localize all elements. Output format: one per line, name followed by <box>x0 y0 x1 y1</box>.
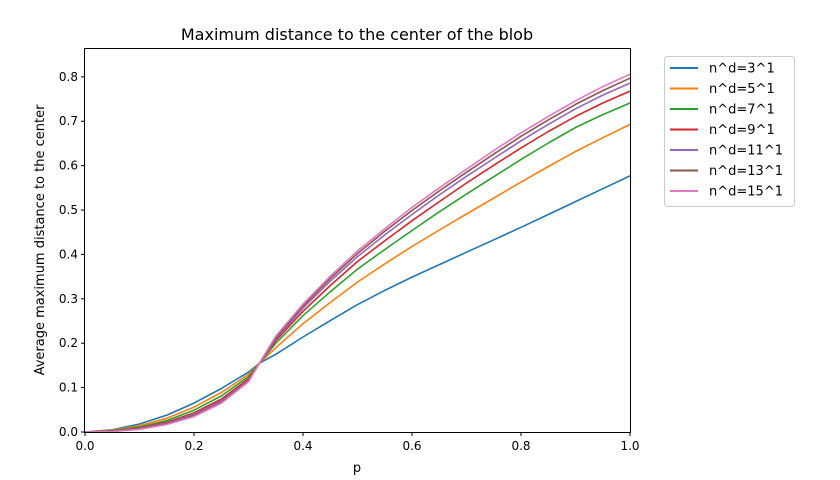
y-tick-label: 0.6 <box>59 159 78 173</box>
plot-lines <box>84 73 631 433</box>
x-tick-label: 0.6 <box>402 439 421 453</box>
x-tick-label: 0.2 <box>184 439 203 453</box>
legend-label: n^d=15^1 <box>709 185 783 200</box>
y-tick-label: 0.7 <box>59 114 78 128</box>
legend-label: n^d=7^1 <box>709 103 775 118</box>
chart-title: Maximum distance to the center of the bl… <box>181 25 533 44</box>
series-line-5 <box>84 82 631 433</box>
x-tick-label: 0.8 <box>511 439 530 453</box>
x-tick-label: 1.0 <box>620 439 639 453</box>
series-line-7 <box>84 73 631 433</box>
series-line-1 <box>84 175 631 433</box>
x-axis-label: p <box>353 461 361 476</box>
y-tick-label: 0.1 <box>59 381 78 395</box>
legend-frame <box>664 56 795 207</box>
legend-label: n^d=9^1 <box>709 123 775 138</box>
y-tick-label: 0.5 <box>59 203 78 217</box>
y-tick-label: 0.0 <box>59 425 78 439</box>
y-tick-label: 0.4 <box>59 247 78 261</box>
legend-label: n^d=11^1 <box>709 144 783 159</box>
legend-label: n^d=3^1 <box>709 62 775 77</box>
y-axis: 0.0 0.1 0.2 0.3 0.4 0.5 0.6 0.7 0.8 <box>59 70 85 439</box>
y-tick-label: 0.8 <box>59 70 78 84</box>
plot-frame <box>84 48 631 433</box>
legend-label: n^d=5^1 <box>709 82 775 97</box>
series-line-3 <box>84 102 631 433</box>
y-tick-label: 0.3 <box>59 292 78 306</box>
legend: n^d=3^1 n^d=5^1 n^d=7^1 n^d=9^1 n^d=11^1 n^d=… <box>664 56 795 207</box>
legend-label: n^d=13^1 <box>709 164 783 179</box>
x-tick-label: 0.0 <box>75 439 94 453</box>
x-axis: 0.0 0.2 0.4 0.6 0.8 1.0 <box>75 432 640 453</box>
series-line-4 <box>84 90 631 433</box>
x-tick-label: 0.4 <box>293 439 312 453</box>
y-tick-label: 0.2 <box>59 336 78 350</box>
y-axis-label: Average maximum distance to the center <box>33 104 48 375</box>
series-line-2 <box>84 123 631 433</box>
